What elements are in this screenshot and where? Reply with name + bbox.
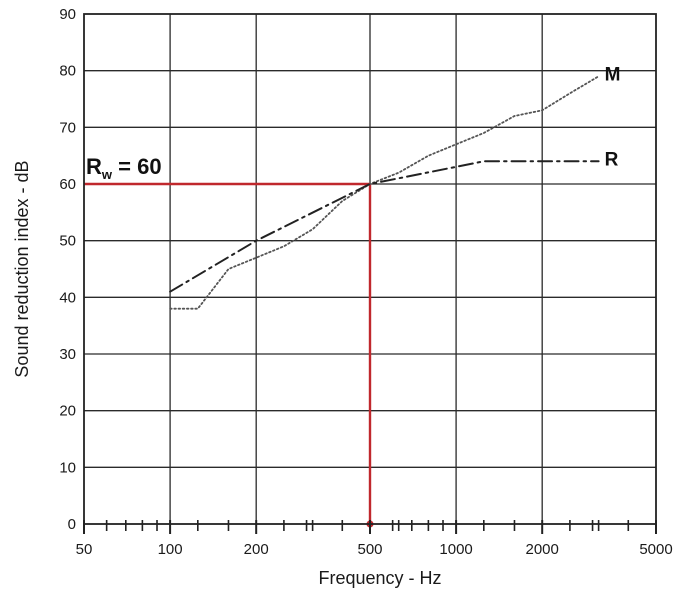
axes [83, 13, 657, 534]
reference-lines [84, 182, 374, 528]
x-axis-title: Frequency - Hz [318, 568, 441, 588]
series-label-r: R [605, 149, 619, 170]
y-tick-label: 60 [59, 176, 76, 193]
y-tick-label: 30 [59, 346, 76, 363]
y-tick-label: 70 [59, 119, 76, 136]
y-tick-label: 10 [59, 459, 76, 476]
y-tick-label: 90 [59, 6, 76, 23]
x-tick-label: 200 [244, 541, 269, 558]
y-axis-title: Sound reduction index - dB [12, 160, 32, 377]
series-line-m [169, 75, 600, 310]
series-layer [169, 75, 600, 310]
y-tick-label: 0 [68, 516, 76, 533]
labels: 0 10 20 30 40 50 60 70 80 90 50 100 200 500 1000 2000 50… [12, 6, 673, 588]
x-tick-label: 100 [158, 541, 183, 558]
reference-label: Rw = 60 [86, 154, 162, 182]
series-line-r [169, 160, 600, 293]
x-tick-label: 2000 [526, 541, 559, 558]
y-tick-label: 40 [59, 289, 76, 306]
x-tick-label: 5000 [639, 541, 672, 558]
x-tick-label: 50 [76, 541, 93, 558]
y-tick-label: 80 [59, 63, 76, 80]
x-tick-label: 500 [357, 541, 382, 558]
y-tick-label: 50 [59, 233, 76, 250]
series-label-m: M [605, 64, 621, 85]
x-tick-label: 1000 [439, 541, 472, 558]
y-tick-label: 20 [59, 403, 76, 420]
